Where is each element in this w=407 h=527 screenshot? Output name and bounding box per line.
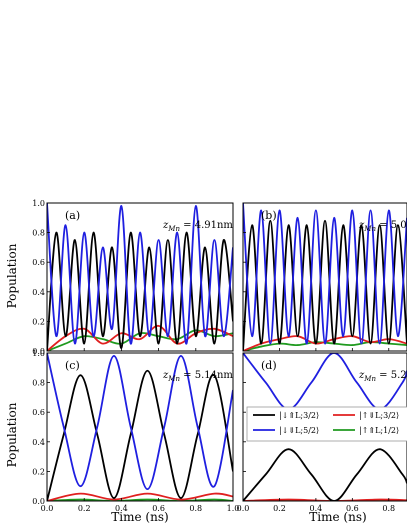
ylabel-top: Population xyxy=(5,243,19,308)
y-tick-label: 1.0 xyxy=(32,349,45,358)
series-line-s2 xyxy=(47,353,233,491)
legend-box xyxy=(246,406,407,442)
y-tick-label: 0.0 xyxy=(32,347,45,356)
panel-label: (c) xyxy=(65,359,80,372)
panel-frame xyxy=(242,202,407,352)
legend-label-s2: |↓⇓L;5/2⟩ xyxy=(279,426,319,435)
y-tick-label: 0.2 xyxy=(32,467,45,476)
y-tick-label: 0.6 xyxy=(32,408,45,417)
x-tick-label: 0.6 xyxy=(152,504,165,513)
x-tick-label: 0.4 xyxy=(115,504,128,513)
ylabel-bottom: Population xyxy=(5,402,19,467)
panel-label: (a) xyxy=(65,209,80,222)
series-line-s1 xyxy=(47,369,233,501)
y-tick-label: 0.4 xyxy=(32,288,45,297)
series-line-s2 xyxy=(243,353,407,411)
z-mn-label: zMn = 5.26 xyxy=(358,370,407,383)
y-tick-label: 0.2 xyxy=(32,317,45,326)
panel-b: (b) zMn = 5.03 xyxy=(242,202,407,352)
x-tick-label: 0.6 xyxy=(346,504,359,513)
xlabel-left: Time (ns) xyxy=(111,510,168,524)
z-mn-label: zMn = 5.14nm xyxy=(162,370,233,383)
panel-frame xyxy=(242,352,407,502)
panel-label: (d) xyxy=(261,359,277,372)
x-tick-label: 0.4 xyxy=(310,504,323,513)
series-line-s3 xyxy=(47,324,233,351)
x-tick-label: 0.8 xyxy=(382,504,395,513)
y-tick-label: 0.8 xyxy=(32,229,45,238)
x-tick-label: 0.2 xyxy=(78,504,91,513)
y-tick-label: 0.0 xyxy=(32,497,45,506)
series-line-s4 xyxy=(47,498,233,501)
z-mn-label: zMn = 4.91nm xyxy=(162,220,233,233)
y-tick-label: 0.4 xyxy=(32,438,45,447)
panel-label: (b) xyxy=(261,209,277,222)
panel-d: 0.0 0.2 0.4 0.6 0.8 (d) zMn = 5.26 xyxy=(237,352,407,513)
panel-c: 0.00.20.40.60.81.00.0 0.2 0.4 0.6 0.8 1.0(c)z… xyxy=(32,349,239,513)
legend-label-s4: |↑⇑L;1/2⟩ xyxy=(359,426,399,435)
panel-a: 0.0 0.2 0.4 0.6 0.8 1.0 (a) zMn = 4.91nm xyxy=(32,199,234,356)
series-line-s2 xyxy=(243,203,407,345)
x-tick-label: 0.0 xyxy=(237,504,250,513)
x-tick-label: 0.2 xyxy=(273,504,286,513)
x-tick-label: 1.0 xyxy=(227,504,240,513)
legend-label-s3: |↑⇓L;3/2⟩ xyxy=(359,411,399,420)
x-tick-label: 0.8 xyxy=(189,504,202,513)
series-line-s1 xyxy=(243,219,407,351)
series-line-s1 xyxy=(243,448,407,501)
legend: |↓⇑L;3/2⟩ |↑⇓L;3/2⟩ |↓⇓L;5/2⟩ |↑⇑L;1/2⟩ xyxy=(246,406,407,442)
z-mn-label: zMn = 5.03 xyxy=(358,220,407,233)
x-tick-label: 0.0 xyxy=(41,504,54,513)
xlabel-right: Time (ns) xyxy=(309,510,366,524)
y-tick-label: 0.6 xyxy=(32,258,45,267)
legend-label-s1: |↓⇑L;3/2⟩ xyxy=(279,411,319,420)
series-line-s2 xyxy=(47,203,233,345)
y-tick-label: 1.0 xyxy=(32,199,45,208)
panel-frame xyxy=(46,202,234,352)
series-line-s3 xyxy=(243,498,407,501)
series-line-s3 xyxy=(47,492,233,501)
y-tick-label: 0.8 xyxy=(32,379,45,388)
panel-frame xyxy=(46,352,234,502)
